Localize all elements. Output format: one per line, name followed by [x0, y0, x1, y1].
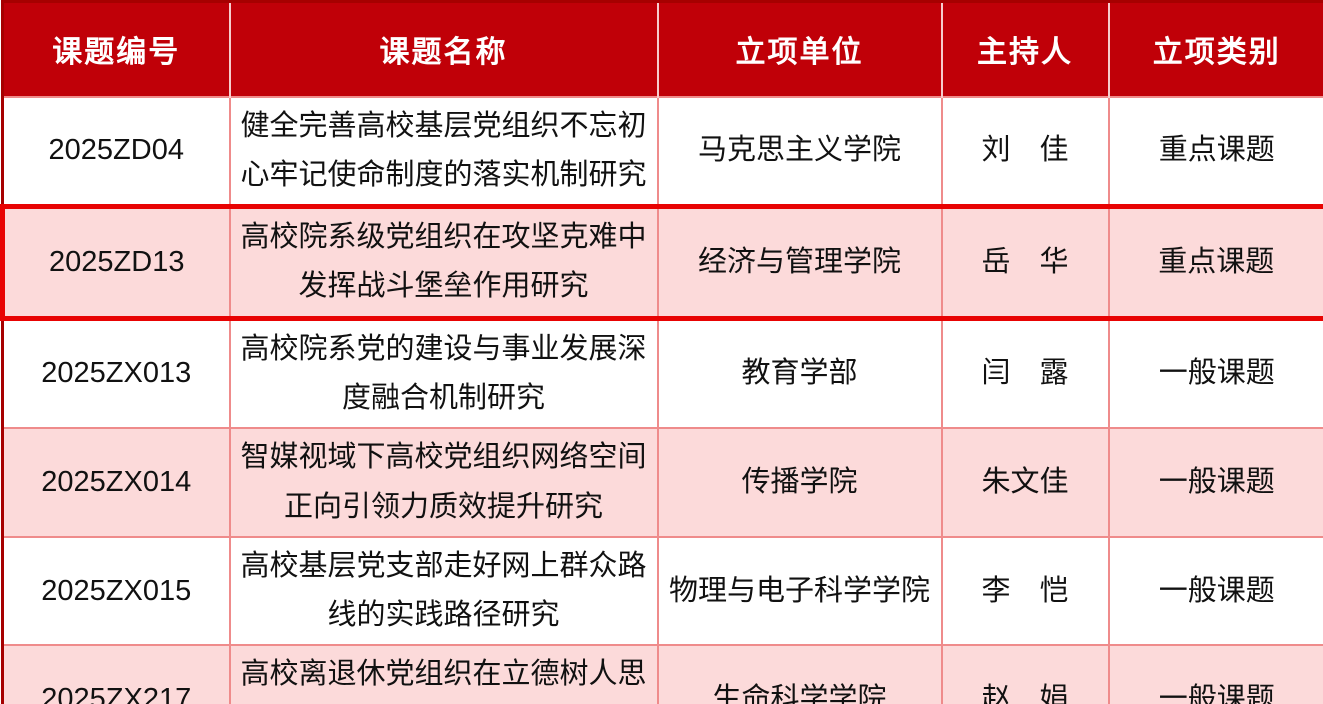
- cell-project-id: 2025ZX013: [1, 317, 231, 430]
- table-row: 2025ZX217 高校离退休党组织在立德树人思政工作体系中发挥作用机制研究 生…: [1, 644, 1323, 704]
- col-header-unit: 立项单位: [656, 1, 942, 97]
- cell-category: 一般课题: [1107, 535, 1323, 647]
- cell-project-id: 2025ZX217: [1, 644, 231, 704]
- cell-project-title: 智媒视域下高校党组织网络空间正向引领力质效提升研究: [228, 427, 659, 538]
- cell-project-title: 高校院系党的建设与事业发展深度融合机制研究: [228, 317, 659, 430]
- cell-project-id: 2025ZD04: [1, 95, 231, 208]
- cell-unit: 经济与管理学院: [656, 204, 943, 321]
- cell-unit: 教育学部: [656, 317, 943, 430]
- cell-project-title: 高校离退休党组织在立德树人思政工作体系中发挥作用机制研究: [228, 644, 659, 704]
- cell-unit: 马克思主义学院: [656, 95, 943, 208]
- cell-project-title: 健全完善高校基层党组织不忘初心牢记使命制度的落实机制研究: [228, 95, 659, 208]
- col-header-project-title: 课题名称: [228, 1, 658, 97]
- col-header-project-id: 课题编号: [2, 1, 230, 97]
- table-row: 2025ZX013 高校院系党的建设与事业发展深度融合机制研究 教育学部 闫 露…: [1, 317, 1323, 430]
- cell-project-id: 2025ZX014: [1, 427, 231, 538]
- cell-project-id: 2025ZX015: [1, 535, 231, 647]
- highlighted-row: 2025ZD13 高校院系级党组织在攻坚克难中发挥战斗堡垒作用研究 经济与管理学…: [0, 204, 1323, 321]
- cell-unit: 生命科学学院: [656, 644, 943, 704]
- table-row: 2025ZX015 高校基层党支部走好网上群众路线的实践路径研究 物理与电子科学…: [1, 535, 1323, 647]
- cell-category: 一般课题: [1107, 644, 1323, 704]
- cell-leader: 闫 露: [940, 317, 1110, 430]
- cell-leader: 赵 娟: [940, 644, 1110, 704]
- table-header-row: 课题编号 课题名称 立项单位 主持人 立项类别: [2, 1, 1323, 97]
- cell-category: 重点课题: [1107, 95, 1323, 208]
- cell-leader: 朱文佳: [940, 427, 1110, 538]
- col-header-category: 立项类别: [1107, 1, 1323, 97]
- table-row: 2025ZX014 智媒视域下高校党组织网络空间正向引领力质效提升研究 传播学院…: [1, 427, 1323, 538]
- cell-leader: 刘 佳: [940, 95, 1110, 208]
- cell-leader: 岳 华: [940, 204, 1110, 321]
- table-row: 2025ZD04 健全完善高校基层党组织不忘初心牢记使命制度的落实机制研究 马克…: [1, 95, 1323, 208]
- col-header-leader: 主持人: [940, 1, 1109, 97]
- cell-project-id: 2025ZD13: [0, 204, 231, 321]
- cell-project-title: 高校基层党支部走好网上群众路线的实践路径研究: [228, 535, 659, 647]
- cell-category: 一般课题: [1107, 317, 1323, 430]
- cell-unit: 传播学院: [656, 427, 943, 538]
- cell-leader: 李 恺: [940, 535, 1110, 647]
- cell-category: 一般课题: [1107, 427, 1323, 538]
- cell-category: 重点课题: [1107, 204, 1323, 321]
- cell-project-title: 高校院系级党组织在攻坚克难中发挥战斗堡垒作用研究: [228, 204, 659, 321]
- cell-unit: 物理与电子科学学院: [656, 535, 943, 647]
